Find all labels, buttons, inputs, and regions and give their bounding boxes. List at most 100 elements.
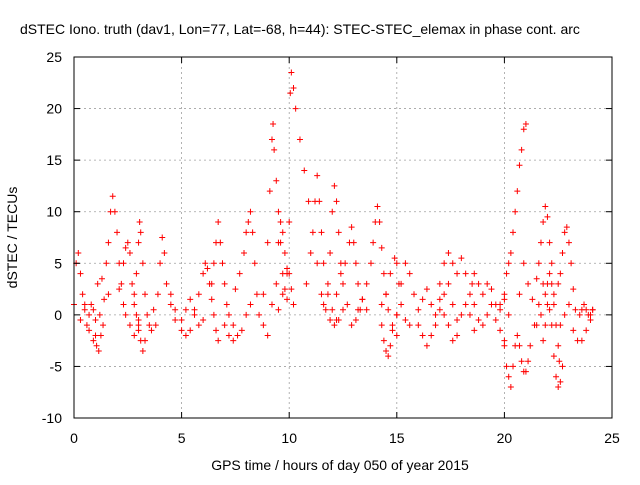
data-point: [245, 219, 252, 226]
data-point: [471, 301, 478, 308]
data-point: [320, 301, 327, 308]
data-point: [557, 378, 564, 385]
data-point: [533, 322, 540, 329]
data-point: [273, 177, 280, 184]
data-point: [458, 255, 465, 262]
data-point: [555, 280, 562, 287]
data-point: [221, 322, 228, 329]
data-point: [497, 327, 504, 334]
data-point: [542, 322, 549, 329]
data-point: [77, 270, 84, 277]
data-point: [363, 280, 370, 287]
data-point: [398, 280, 405, 287]
data-point: [277, 219, 284, 226]
data-point: [340, 280, 346, 287]
data-point: [154, 291, 161, 298]
data-point: [92, 332, 99, 339]
data-point: [109, 193, 116, 200]
data-point: [81, 301, 88, 308]
data-point: [178, 317, 185, 324]
data-point: [432, 322, 439, 329]
data-point: [264, 332, 271, 339]
data-point: [290, 301, 297, 308]
data-point: [548, 322, 555, 329]
data-point: [561, 311, 568, 318]
data-point: [131, 301, 138, 308]
data-point: [393, 311, 400, 318]
data-point: [501, 291, 508, 298]
data-point: [316, 198, 323, 205]
data-point: [587, 317, 594, 324]
data-point: [88, 301, 95, 308]
data-point: [406, 270, 413, 277]
data-point: [327, 249, 334, 256]
data-point: [505, 311, 512, 318]
data-point: [241, 249, 248, 256]
data-point: [243, 311, 250, 318]
data-point: [296, 136, 303, 143]
data-point: [432, 311, 439, 318]
data-point: [441, 311, 448, 318]
data-point: [90, 337, 97, 344]
data-point: [402, 317, 409, 324]
data-point: [333, 291, 340, 298]
data-point: [281, 286, 288, 293]
data-point: [355, 306, 362, 313]
data-point: [288, 69, 295, 76]
data-point: [454, 332, 461, 339]
data-point: [525, 280, 532, 287]
data-point: [292, 105, 299, 112]
y-tick-label: 15: [46, 152, 62, 168]
data-point: [546, 306, 553, 313]
data-point: [223, 301, 230, 308]
data-point: [275, 306, 282, 313]
data-point: [546, 270, 553, 277]
data-point: [279, 291, 286, 298]
data-point: [120, 260, 127, 267]
data-point: [96, 311, 103, 318]
data-point: [462, 301, 469, 308]
data-point: [503, 270, 510, 277]
data-point: [484, 280, 491, 287]
data-point: [391, 255, 398, 262]
data-point: [200, 317, 207, 324]
data-point: [436, 296, 443, 303]
data-point: [126, 322, 133, 329]
data-point: [578, 337, 585, 344]
data-point: [550, 353, 557, 360]
data-point: [234, 332, 241, 339]
data-point: [497, 301, 504, 308]
data-point: [374, 203, 381, 210]
data-point: [557, 322, 564, 329]
data-point: [555, 342, 562, 349]
data-point: [466, 291, 473, 298]
data-point: [268, 301, 275, 308]
data-point: [303, 280, 310, 287]
data-point: [126, 249, 133, 256]
data-point: [550, 291, 557, 298]
y-tick-labels: -10 -5 0 5 10 15 20 25: [42, 49, 62, 426]
data-point: [380, 270, 387, 277]
data-point: [238, 327, 245, 334]
data-point: [221, 280, 228, 287]
x-tick-label: 0: [70, 430, 78, 446]
y-tick-label: 5: [54, 255, 62, 271]
data-point: [387, 342, 394, 349]
data-point: [232, 286, 239, 293]
data-point: [161, 249, 168, 256]
data-point: [124, 239, 131, 246]
data-point: [213, 327, 220, 334]
data-point: [555, 384, 562, 391]
data-point: [516, 162, 523, 169]
data-point: [118, 280, 125, 287]
data-point: [514, 332, 521, 339]
data-point: [305, 198, 312, 205]
data-point: [178, 327, 185, 334]
data-point: [172, 317, 179, 324]
data-point: [135, 327, 142, 334]
data-point: [445, 249, 452, 256]
data-point: [406, 322, 413, 329]
data-point: [195, 322, 202, 329]
data-point: [415, 306, 422, 313]
